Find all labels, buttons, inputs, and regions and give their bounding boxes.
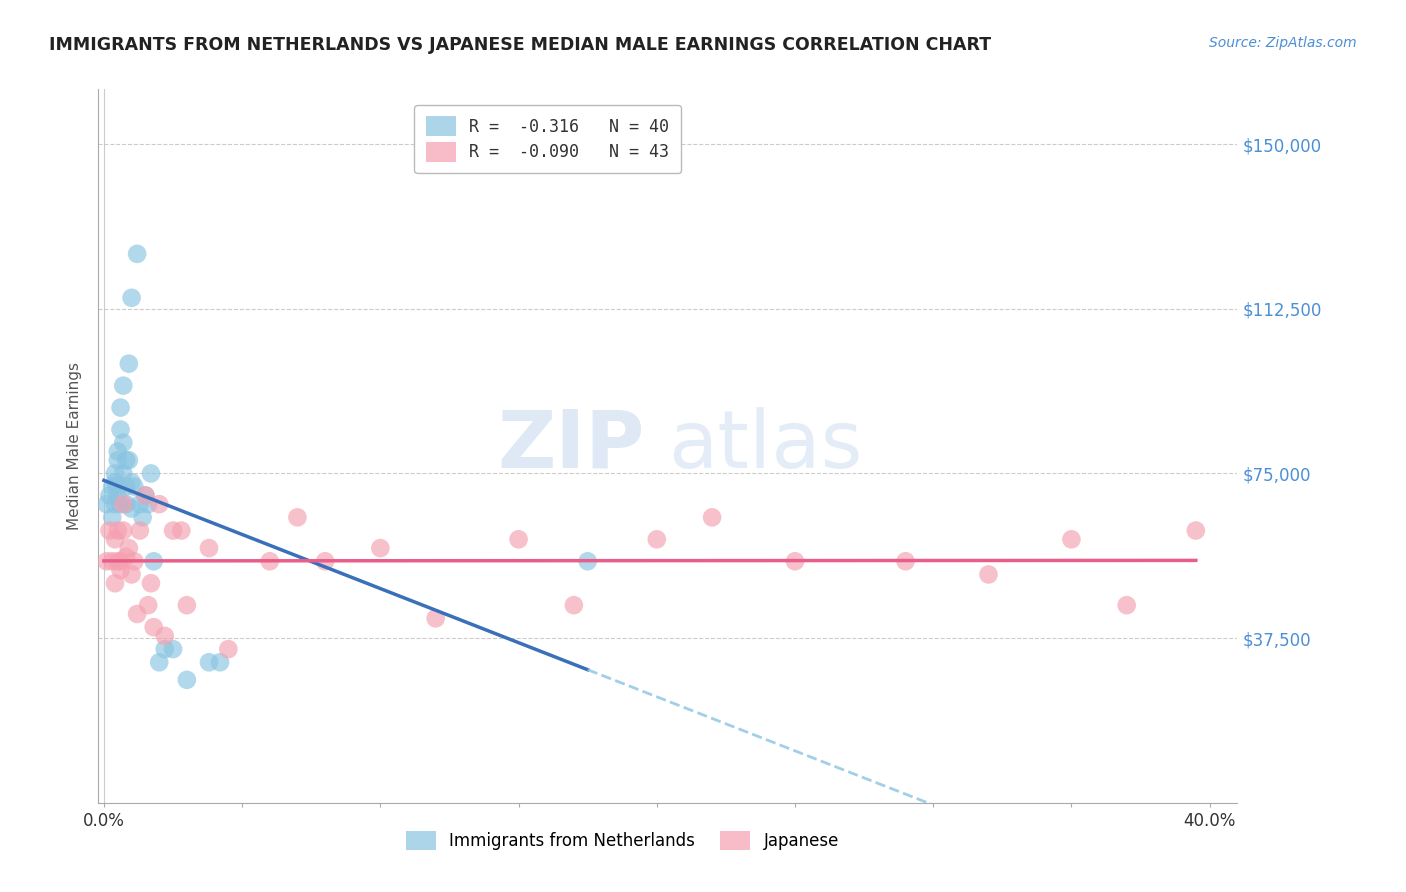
Point [112, 497, 135, 511]
Point [162, 642, 184, 657]
Point [112, 435, 135, 450]
Point [127, 607, 149, 621]
Point [136, 497, 159, 511]
Point [104, 475, 127, 490]
Text: Source: ZipAtlas.com: Source: ZipAtlas.com [1209, 36, 1357, 50]
Point [287, 510, 309, 524]
Point [104, 533, 127, 547]
Point [96, 497, 118, 511]
Point [118, 453, 141, 467]
Point [370, 541, 392, 555]
Point [107, 453, 129, 467]
Point [176, 673, 198, 687]
Point [576, 554, 599, 568]
Point [128, 497, 150, 511]
Point [98, 524, 121, 538]
Point [112, 467, 135, 481]
Point [124, 480, 146, 494]
Point [121, 501, 143, 516]
Point [894, 554, 917, 568]
Point [107, 444, 129, 458]
Point [209, 655, 232, 669]
Point [142, 620, 165, 634]
Point [139, 576, 162, 591]
Point [115, 549, 138, 564]
Point [128, 524, 150, 538]
Point [96, 554, 118, 568]
Point [1115, 598, 1137, 612]
Point [148, 497, 170, 511]
Point [314, 554, 336, 568]
Point [115, 453, 138, 467]
Point [977, 567, 1000, 582]
Point [198, 541, 221, 555]
Point [198, 655, 221, 669]
Point [104, 576, 127, 591]
Point [118, 357, 141, 371]
Legend: Immigrants from Netherlands, Japanese: Immigrants from Netherlands, Japanese [398, 822, 846, 859]
Point [124, 554, 146, 568]
Point [101, 480, 124, 494]
Point [121, 291, 143, 305]
Point [98, 488, 121, 502]
Point [110, 563, 132, 577]
Point [162, 524, 184, 538]
Point [110, 423, 132, 437]
Point [783, 554, 806, 568]
Point [118, 541, 141, 555]
Point [139, 467, 162, 481]
Point [110, 554, 132, 568]
Point [107, 480, 129, 494]
Y-axis label: Median Male Earnings: Median Male Earnings [67, 362, 83, 530]
Text: ZIP: ZIP [498, 407, 645, 485]
Point [562, 598, 585, 612]
Point [107, 554, 129, 568]
Point [127, 247, 149, 261]
Point [107, 524, 129, 538]
Point [110, 401, 132, 415]
Point [1060, 533, 1083, 547]
Point [153, 642, 176, 657]
Point [700, 510, 723, 524]
Point [645, 533, 668, 547]
Point [110, 497, 132, 511]
Point [134, 488, 156, 502]
Point [115, 480, 138, 494]
Point [170, 524, 193, 538]
Point [142, 554, 165, 568]
Point [104, 497, 127, 511]
Point [134, 488, 156, 502]
Point [121, 475, 143, 490]
Point [148, 655, 170, 669]
Point [131, 510, 153, 524]
Point [112, 378, 135, 392]
Point [259, 554, 281, 568]
Point [101, 554, 124, 568]
Text: atlas: atlas [668, 407, 862, 485]
Point [104, 467, 127, 481]
Text: IMMIGRANTS FROM NETHERLANDS VS JAPANESE MEDIAN MALE EARNINGS CORRELATION CHART: IMMIGRANTS FROM NETHERLANDS VS JAPANESE … [49, 36, 991, 54]
Point [136, 598, 159, 612]
Point [101, 510, 124, 524]
Point [115, 497, 138, 511]
Point [425, 611, 447, 625]
Point [176, 598, 198, 612]
Point [107, 488, 129, 502]
Point [508, 533, 530, 547]
Point [112, 524, 135, 538]
Point [153, 629, 176, 643]
Point [1185, 524, 1208, 538]
Point [121, 567, 143, 582]
Point [217, 642, 239, 657]
